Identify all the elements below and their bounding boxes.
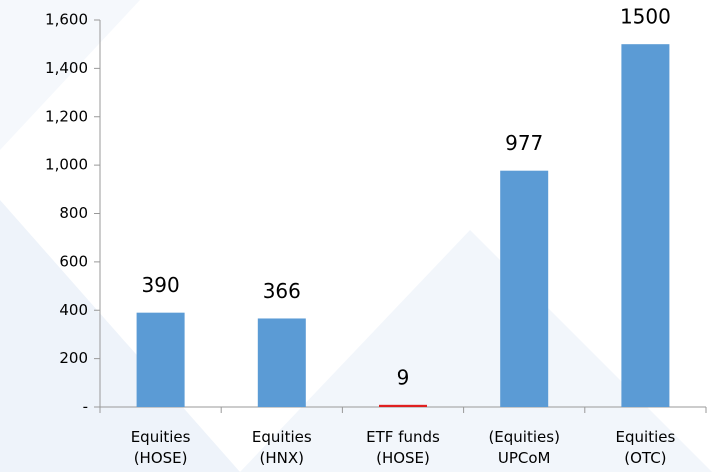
data-label: 9 [397, 365, 410, 389]
x-tick-label-line: Equities [131, 428, 191, 446]
y-tick-label: 400 [59, 301, 88, 319]
bar [257, 318, 306, 407]
x-tick-label-line: (HNX) [260, 449, 304, 467]
x-tick-label-line: Equities [252, 428, 312, 446]
y-tick-label: - [83, 398, 88, 416]
y-tick-label: 1,400 [45, 59, 88, 77]
y-tick-label: 1,200 [45, 107, 88, 125]
x-tick-label: Equities (OTC) [616, 428, 676, 467]
y-tick-label: 800 [59, 204, 88, 222]
x-tick-label-line: (Equities) [488, 428, 559, 446]
x-tick-label-line: (OTC) [624, 449, 666, 467]
bar [621, 44, 670, 407]
bar [500, 170, 549, 407]
y-tick-label: 1,000 [45, 156, 88, 174]
x-tick-label-line: (HOSE) [134, 449, 188, 467]
data-label: 390 [142, 273, 180, 297]
bar [379, 404, 427, 407]
y-tick-label: 200 [59, 349, 88, 367]
data-label: 366 [263, 279, 301, 303]
x-tick-label: ETF funds (HOSE) [366, 428, 440, 467]
x-tick-label: Equities (HNX) [252, 428, 312, 467]
x-tick-label-line: Equities [616, 428, 676, 446]
data-label: 1500 [620, 5, 671, 29]
x-tick-label: (Equities) UPCoM [488, 428, 559, 467]
bar [136, 312, 185, 407]
x-tick-label-line: UPCoM [498, 449, 551, 467]
y-tick-label: 1,600 [45, 11, 88, 29]
x-tick-label-line: ETF funds [366, 428, 440, 446]
data-label: 977 [505, 131, 543, 155]
y-tick-label: 600 [59, 252, 88, 270]
x-tick-label-line: (HOSE) [376, 449, 430, 467]
x-tick-label: Equities (HOSE) [131, 428, 191, 467]
